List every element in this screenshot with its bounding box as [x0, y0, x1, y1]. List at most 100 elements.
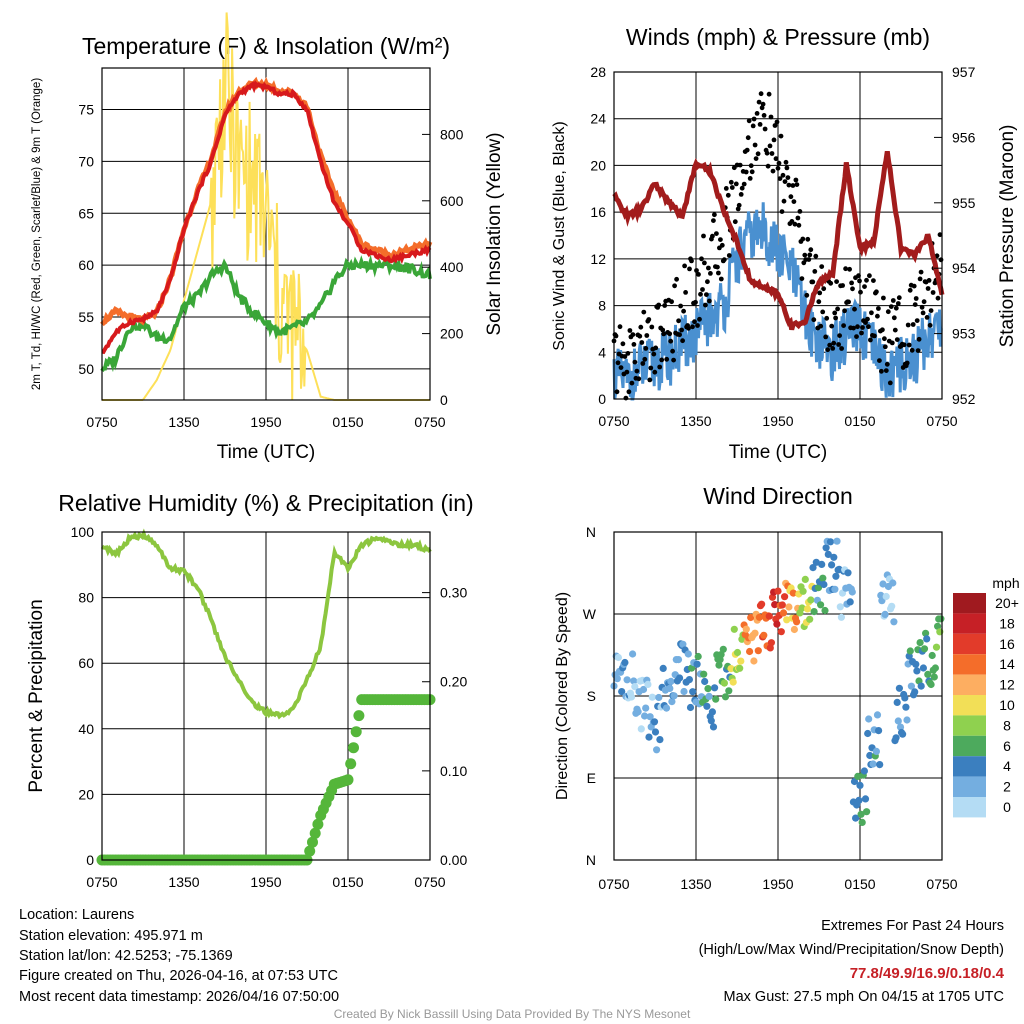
gust-point — [637, 333, 643, 339]
gust-point — [653, 345, 659, 351]
gust-point — [831, 340, 837, 346]
extremes-legend: (High/Low/Max Wind/Precipitation/Snow De… — [698, 942, 1004, 958]
gust-point — [703, 302, 708, 308]
temp-2m-line — [101, 79, 432, 355]
direction-point — [906, 647, 914, 655]
direction-point — [819, 574, 827, 582]
gust-point — [906, 342, 912, 348]
gust-point — [661, 331, 667, 337]
direction-point — [621, 658, 629, 667]
gust-point — [885, 309, 891, 315]
direction-point — [803, 605, 812, 613]
x-tick-label: 0150 — [332, 874, 363, 890]
gust-point — [671, 357, 676, 363]
gust-point — [622, 354, 628, 359]
direction-point — [930, 673, 938, 681]
gust-point — [613, 333, 619, 339]
gust-point — [683, 290, 688, 295]
gust-point — [881, 295, 886, 301]
direction-point — [680, 687, 688, 696]
legend-swatch — [953, 613, 986, 634]
gust-point — [680, 338, 685, 344]
gust-point — [921, 299, 927, 305]
y-tick-label: 28 — [590, 64, 606, 80]
gust-point — [917, 276, 923, 282]
gust-point — [788, 194, 794, 200]
gust-point — [915, 348, 921, 353]
gust-point — [828, 280, 834, 286]
gust-point — [695, 323, 700, 328]
gust-point — [778, 133, 784, 139]
y-right-tick-label: 0.10 — [440, 763, 467, 779]
gust-point — [825, 347, 831, 353]
direction-point — [676, 674, 684, 682]
direction-point — [852, 814, 860, 822]
direction-point — [810, 608, 818, 616]
direction-point — [618, 688, 626, 696]
direction-point — [703, 702, 711, 710]
gust-point — [773, 156, 779, 162]
legend-label: 18 — [999, 615, 1015, 631]
gust-point — [641, 309, 647, 315]
direction-point — [721, 693, 730, 701]
direction-point — [651, 728, 660, 736]
direction-point — [901, 694, 909, 702]
gust-point — [736, 202, 742, 208]
legend-swatch — [953, 593, 986, 614]
gust-point — [866, 324, 871, 330]
direction-point — [798, 604, 806, 612]
gust-point — [860, 325, 865, 330]
gust-point — [690, 324, 695, 330]
direction-point — [790, 625, 799, 634]
y-tick-label: N — [586, 852, 596, 868]
gust-point — [783, 159, 789, 165]
gust-point — [751, 116, 757, 122]
y-right-tick-label: 955 — [952, 195, 976, 211]
direction-point — [923, 635, 931, 643]
y-tick-label: 70 — [78, 153, 94, 169]
gust-point — [745, 135, 751, 141]
gust-point — [811, 317, 817, 323]
gust-point — [714, 231, 719, 237]
direction-point — [737, 657, 745, 665]
direction-point — [854, 772, 862, 781]
direction-point — [920, 645, 929, 653]
gust-point — [904, 360, 910, 366]
direction-point — [758, 600, 766, 608]
gust-point — [808, 247, 814, 253]
direction-point — [812, 558, 820, 566]
gust-point — [652, 369, 658, 375]
direction-point — [860, 767, 869, 775]
direction-point — [793, 618, 801, 626]
gust-point — [750, 123, 756, 129]
direction-point — [674, 656, 683, 664]
humidity-chart-title: Relative Humidity (%) & Precipitation (i… — [58, 490, 473, 516]
gust-point — [686, 325, 691, 331]
y-right-tick-label: 0.30 — [440, 585, 467, 601]
gust-point — [624, 369, 630, 375]
gust-point — [850, 286, 855, 292]
gust-point — [760, 101, 766, 107]
gust-point — [625, 351, 631, 356]
gust-point — [912, 302, 918, 307]
direction-point — [719, 645, 727, 653]
gust-point — [882, 336, 887, 342]
direction-point — [892, 734, 900, 742]
gust-point — [669, 299, 674, 305]
direction-point — [778, 601, 787, 609]
gust-point — [795, 215, 801, 221]
gust-point — [896, 295, 902, 301]
direction-point — [705, 692, 713, 701]
gust-point — [623, 395, 629, 401]
direction-point — [686, 703, 695, 712]
gust-point — [781, 198, 787, 204]
gust-point — [821, 286, 827, 292]
direction-point — [844, 569, 852, 577]
direction-point — [927, 680, 935, 689]
gust-point — [800, 236, 806, 242]
direction-point — [747, 613, 755, 622]
gust-point — [660, 327, 666, 333]
gust-point — [767, 143, 773, 149]
gust-point — [823, 334, 829, 340]
precip-point — [312, 818, 324, 830]
